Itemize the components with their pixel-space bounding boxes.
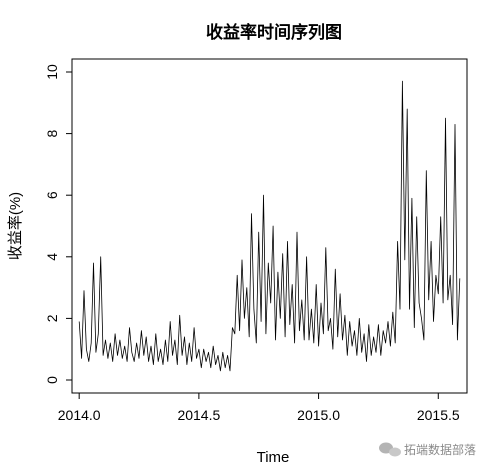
y-tick-label: 4 [44, 253, 60, 261]
y-tick-label: 6 [44, 191, 60, 199]
y-tick-label: 0 [44, 376, 60, 384]
return-series-line [78, 80, 461, 372]
watermark-text: 拓端数据部落 [404, 442, 476, 457]
plot-frame [71, 58, 468, 394]
x-axis: 2014.0 2014.5 2015.0 2015.5 [58, 393, 460, 423]
y-axis-label: 收益率(%) [7, 192, 24, 260]
chart-title: 收益率时间序列图 [206, 22, 342, 43]
y-tick-label: 2 [44, 314, 60, 322]
wechat-bubble-icon [379, 442, 401, 457]
watermark: 拓端数据部落 [379, 442, 476, 457]
x-tick-label: 2014.0 [58, 407, 101, 423]
x-tick-label: 2015.5 [417, 407, 460, 423]
y-tick-label: 8 [44, 129, 60, 137]
y-axis: 0 2 4 6 8 10 [44, 64, 72, 384]
series-layer [78, 80, 461, 372]
x-tick-label: 2015.0 [297, 407, 340, 423]
x-tick-label: 2014.5 [177, 407, 220, 423]
y-tick-label: 10 [44, 64, 60, 80]
x-axis-label: Time [257, 449, 290, 466]
